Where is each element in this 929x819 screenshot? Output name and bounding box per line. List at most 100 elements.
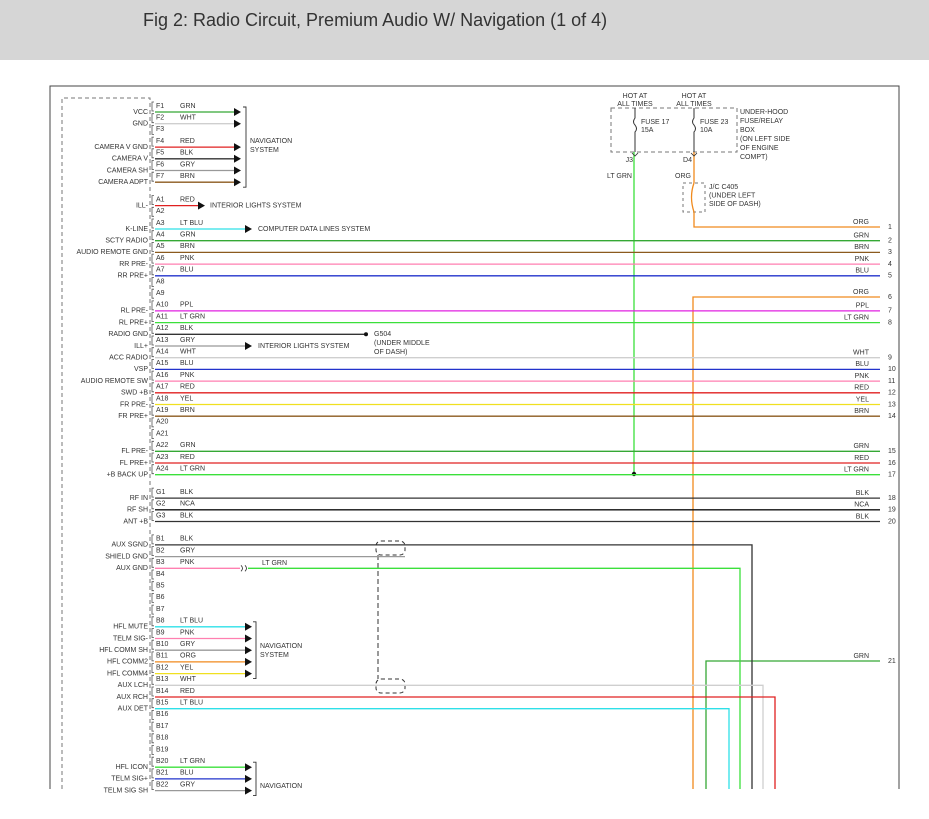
splice-dot [631, 471, 637, 477]
pin-id: F3 [156, 126, 164, 133]
pin-mark [690, 152, 698, 157]
pin-label: HFL COMM2 [107, 659, 148, 666]
arrow [245, 657, 252, 666]
fuse-box-label: BOX [740, 127, 755, 134]
junction-label: J/C C405 [709, 184, 738, 191]
destination: SYSTEM [260, 652, 289, 659]
end-wire-label: LT GRN [844, 314, 869, 321]
pin-id: A6 [156, 255, 165, 262]
pin-label: SCTY RADIO [105, 238, 148, 245]
splice-symbol [240, 565, 247, 572]
hot-label: HOT AT [623, 93, 648, 100]
wire-label: PNK [180, 255, 195, 262]
pin-id: A1 [156, 196, 165, 203]
end-wire-label: BLU [855, 361, 869, 368]
end-wire-label: BLK [856, 513, 870, 520]
pin-id: A13 [156, 337, 169, 344]
pin-label: RR PRE- [119, 261, 148, 268]
wire [155, 696, 776, 789]
pin-bracket [151, 125, 154, 135]
pin-label: SWD +B [121, 390, 148, 397]
wire-label: RED [180, 384, 195, 391]
wire-label: WHT [180, 676, 197, 683]
fuse-name: FUSE 17 [641, 119, 670, 126]
destination: NAVIGATION [260, 643, 302, 650]
end-wire-label: BRN [854, 244, 869, 251]
end-wire-label: BLK [856, 490, 870, 497]
arrow [234, 143, 241, 152]
pin-bracket [151, 113, 154, 124]
pin-label: FL PRE- [121, 448, 148, 455]
dest-bracket [243, 106, 247, 188]
end-wire-label: PNK [855, 256, 870, 263]
pin-bracket [151, 265, 154, 276]
end-wire-label: PNK [855, 373, 870, 380]
pin-label: ANT +B [123, 518, 148, 525]
pin-id: A3 [156, 220, 165, 227]
pin-bracket [151, 288, 154, 299]
dest-bracket [253, 761, 257, 797]
pin-id: B21 [156, 770, 169, 777]
pin-label: RF SH [127, 507, 148, 514]
pin-label: AUDIO REMOTE GND [76, 249, 148, 256]
pin-bracket [151, 417, 154, 428]
arrow [245, 634, 252, 643]
pin-label: CAMERA V [112, 156, 149, 163]
wire-label: PPL [180, 302, 193, 309]
ground-label: G504 [374, 331, 391, 338]
title: Fig 2: Radio Circuit, Premium Audio W/ N… [143, 10, 608, 30]
fuse-wire [693, 152, 880, 228]
pin-id: F4 [156, 138, 164, 145]
shield [375, 678, 406, 694]
pin-label: RL PRE+ [119, 319, 148, 326]
wire-label: LT GRN [180, 313, 205, 320]
pin-label: K-LINE [125, 226, 148, 233]
wire-label: WHT [180, 115, 197, 122]
pin-id: A20 [156, 419, 169, 426]
wire-label: GRN [180, 442, 196, 449]
arrow [245, 763, 252, 772]
pin-id: A2 [156, 208, 165, 215]
ground-dot [364, 332, 368, 337]
pin-bracket [151, 323, 154, 334]
pin-id: B3 [156, 559, 165, 566]
end-wire-label: YEL [856, 396, 869, 403]
pin-label: RF IN [130, 495, 148, 502]
wire-label: ORG [675, 173, 691, 180]
pin-id: B6 [156, 594, 165, 601]
pin-bracket [151, 335, 154, 346]
wire-label: BLU [180, 360, 194, 367]
pin-label: VSP [134, 366, 148, 373]
pin-bracket [151, 359, 154, 369]
pin-id: B19 [156, 746, 169, 753]
junction-box [682, 182, 706, 213]
pin-label: AUX GND [116, 565, 148, 572]
wire-label: BLK [180, 325, 194, 332]
pin-label: AUX SGND [111, 542, 148, 549]
pin-bracket [151, 312, 154, 322]
pin-bracket [151, 593, 154, 603]
pin-id: A16 [156, 372, 169, 379]
pin-bracket [151, 511, 154, 521]
pin-id: B12 [156, 664, 169, 671]
end-number: 15 [888, 448, 896, 455]
wire-label: PNK [180, 559, 195, 566]
end-wire-label: BRN [854, 408, 869, 415]
pin-label: AUX LCH [118, 682, 148, 689]
wire-label: YEL [180, 395, 193, 402]
pin-bracket [151, 557, 154, 568]
pin-id: B18 [156, 735, 169, 742]
arrow [234, 119, 241, 128]
wire-label: GRN [180, 103, 196, 110]
pin-bracket [151, 698, 154, 709]
pin-id: F7 [156, 173, 164, 180]
end-wire-label: RED [854, 385, 869, 392]
arrow [245, 225, 252, 233]
wire-label: BLK [180, 512, 194, 519]
pin-label: ILL+ [134, 343, 148, 350]
wire-label: RED [180, 688, 195, 695]
arrow [234, 178, 241, 187]
end-number: 17 [888, 472, 896, 479]
header: Fig 2: Radio Circuit, Premium Audio W/ N… [0, 0, 929, 60]
arrow [234, 166, 241, 175]
